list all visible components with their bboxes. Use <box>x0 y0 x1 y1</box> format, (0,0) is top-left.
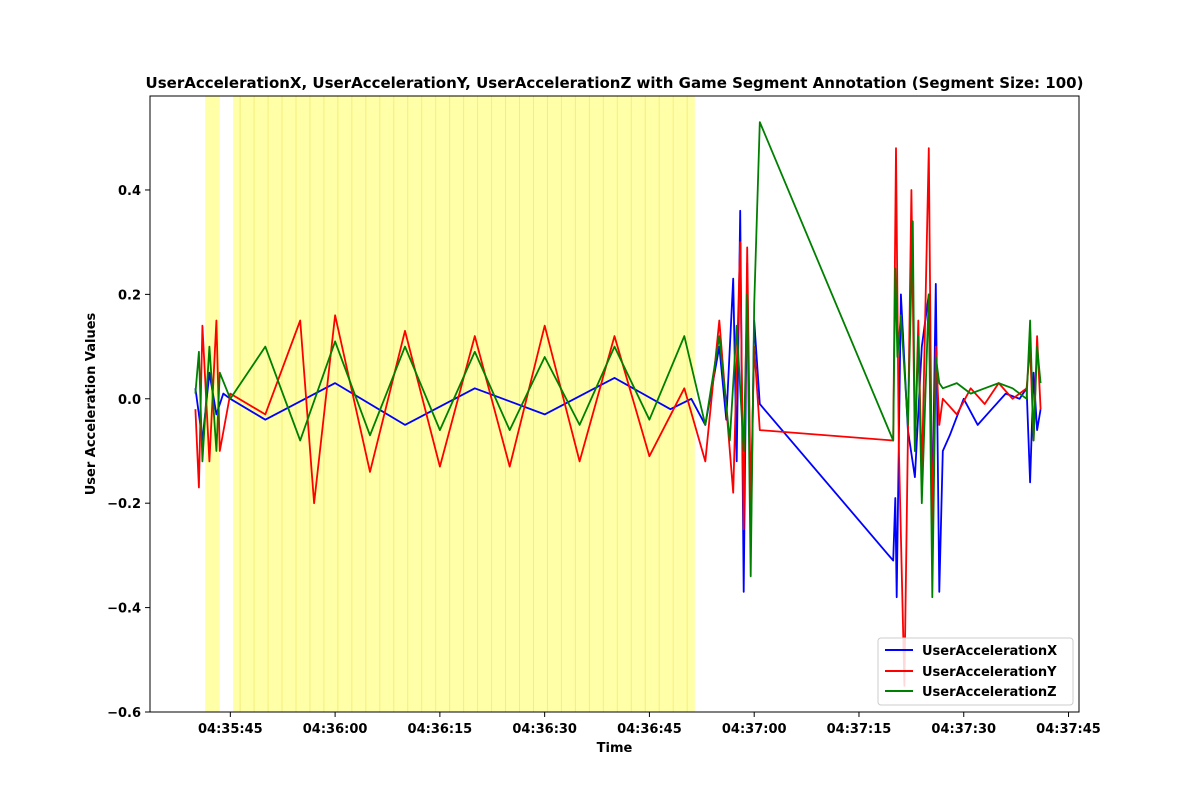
x-tick-label: 04:36:30 <box>512 722 577 737</box>
annotation-layer <box>205 96 695 712</box>
y-tick-label: −0.4 <box>107 602 141 617</box>
x-tick-label: 04:35:45 <box>198 722 263 737</box>
series-line-UserAccelerationX <box>194 209 1042 599</box>
x-tick-label: 04:37:15 <box>827 722 892 737</box>
y-tick-label: −0.2 <box>107 497 141 512</box>
x-tick-label: 04:37:45 <box>1036 722 1101 737</box>
y-tick-label: 0.0 <box>118 393 141 408</box>
y-axis-label: User Acceleration Values <box>84 312 99 495</box>
x-tick-label: 04:36:00 <box>303 722 368 737</box>
x-tick-label: 04:37:00 <box>722 722 787 737</box>
series-layer <box>194 121 1042 687</box>
y-tick-label: −0.6 <box>107 706 141 721</box>
x-tick-label: 04:36:45 <box>617 722 682 737</box>
x-axis: 04:35:45 04:36:00 04:36:15 04:36:30 04:36:45… <box>198 712 1101 737</box>
legend-label-z: UserAccelerationZ <box>922 685 1057 700</box>
chart-title: UserAccelerationX, UserAccelerationY, Us… <box>146 74 1084 92</box>
series-line-UserAccelerationZ <box>194 121 1042 599</box>
x-tick-label: 04:37:30 <box>931 722 996 737</box>
x-axis-label: Time <box>597 741 633 756</box>
y-axis: −0.6 −0.4 −0.2 0.0 0.2 0.4 <box>107 184 150 721</box>
legend-label-y: UserAccelerationY <box>922 665 1057 680</box>
y-tick-label: 0.4 <box>118 184 141 199</box>
series-line-UserAccelerationY <box>194 147 1042 687</box>
x-tick-label: 04:36:15 <box>408 722 473 737</box>
legend-frame <box>877 637 1074 706</box>
y-tick-label: 0.2 <box>118 288 141 303</box>
legend: UserAccelerationX UserAccelerationY User… <box>877 637 1074 706</box>
plot-frame <box>149 95 1080 713</box>
legend-label-x: UserAccelerationX <box>922 644 1057 659</box>
